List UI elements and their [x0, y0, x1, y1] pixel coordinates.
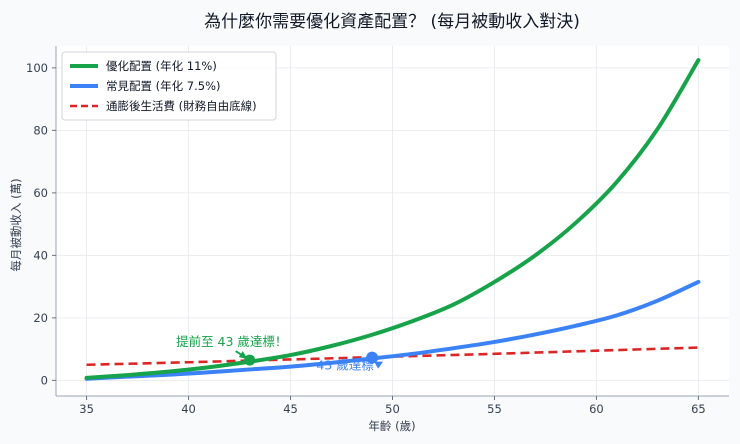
- y-tick-label: 40: [33, 248, 48, 262]
- series-line-2: [84, 279, 701, 381]
- x-tick-label: 45: [283, 402, 298, 416]
- y-tick-label: 20: [33, 311, 48, 325]
- x-tick-label: 65: [691, 402, 706, 416]
- annotation-label: 43 歲達標: [316, 358, 374, 373]
- chart-title: 為什麼你需要優化資產配置？ (每月被動收入對決): [204, 12, 580, 32]
- annotation-arrowhead: [374, 361, 384, 369]
- series-line-1: [84, 58, 701, 380]
- x-tick-label: 50: [385, 402, 400, 416]
- legend-box: [61, 51, 277, 121]
- x-tick-label: 60: [589, 402, 604, 416]
- annotation-label: 提前至 43 歲達標！: [176, 334, 287, 349]
- legend-label-2: 常見配置 (年化 7.5%): [106, 79, 221, 93]
- x-tick-label: 40: [181, 402, 196, 416]
- x-tick-label: 35: [79, 402, 94, 416]
- y-tick-label: 80: [33, 123, 48, 137]
- series-line-3: [86, 346, 699, 367]
- x-tick-label: 55: [487, 402, 502, 416]
- y-tick-label: 100: [26, 61, 48, 75]
- legend-label-3: 通膨後生活費 (財務自由底線): [106, 99, 257, 113]
- annotation-point: [366, 351, 379, 364]
- y-tick-label: 0: [41, 373, 48, 387]
- annotation-point: [244, 354, 256, 366]
- legend: 優化配置 (年化 11%) 常見配置 (年化 7.5%) 通膨後生活費 (財務自由底…: [61, 51, 277, 121]
- legend-label-1: 優化配置 (年化 11%): [106, 59, 217, 73]
- x-axis-label: 年齡 (歲): [368, 419, 415, 433]
- y-axis-label: 每月被動收入 (萬): [9, 178, 23, 271]
- y-tick-label: 60: [33, 186, 48, 200]
